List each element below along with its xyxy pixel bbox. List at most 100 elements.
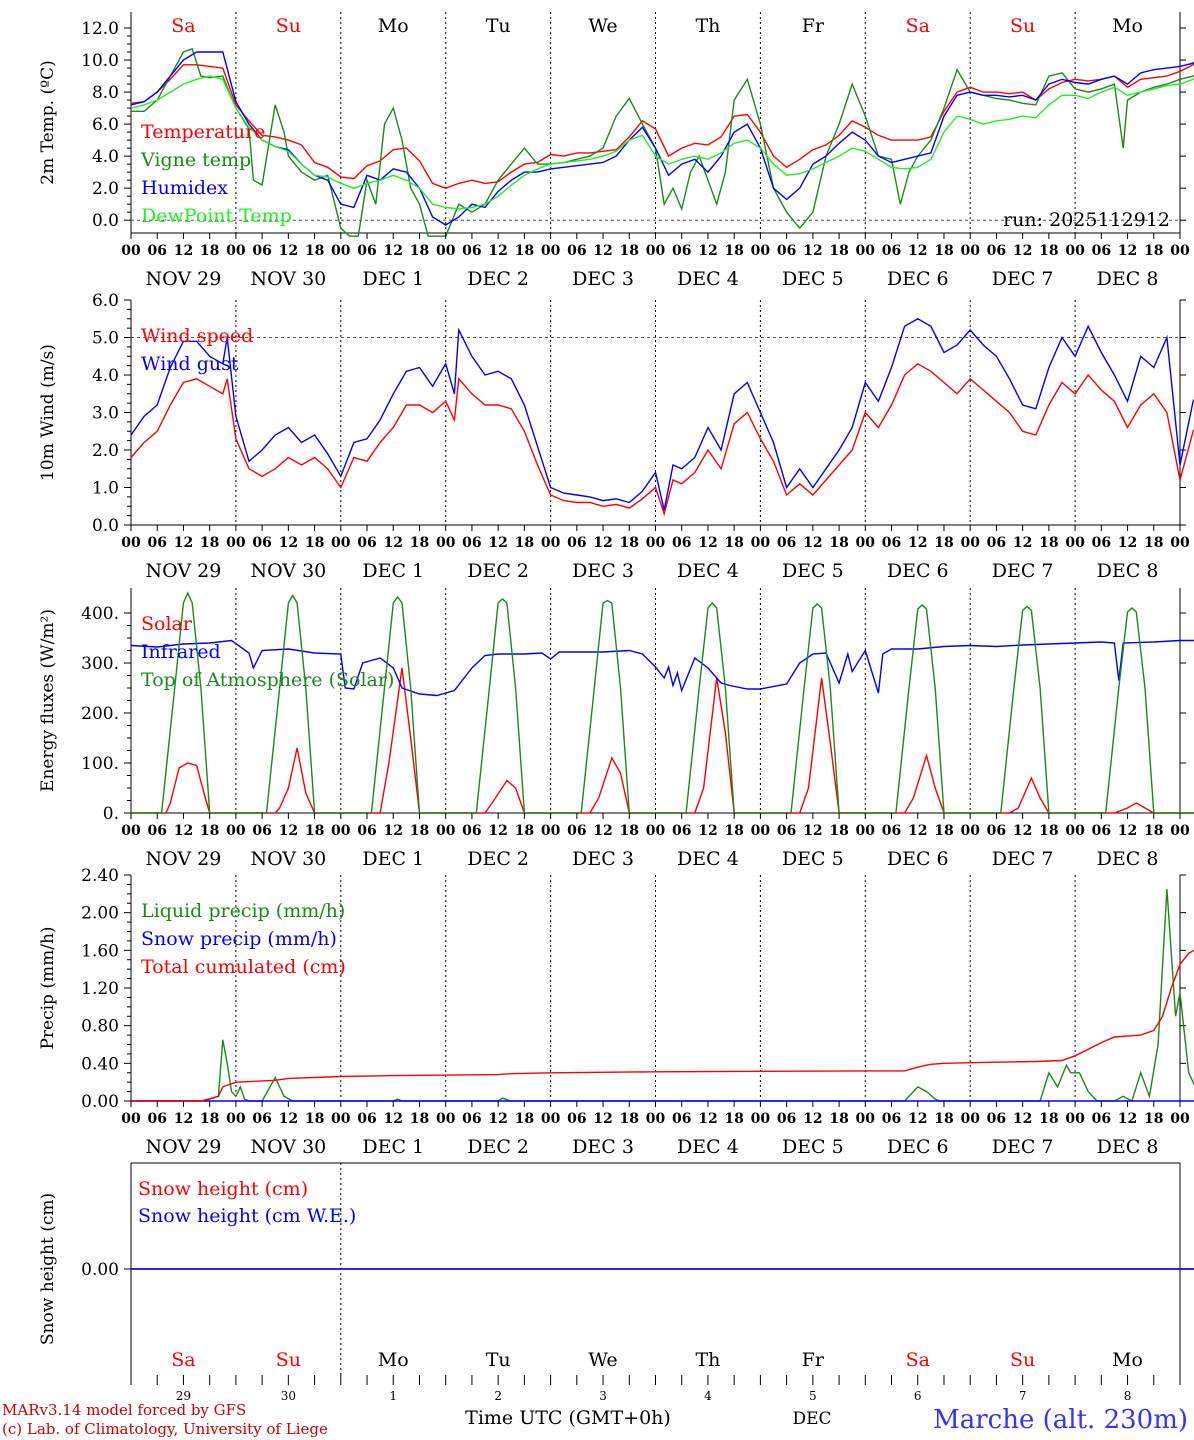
series-line-precip-0 bbox=[131, 889, 1194, 1103]
legend-entry: Infrared bbox=[141, 641, 221, 663]
y-tick-label: 2.40 bbox=[81, 866, 119, 886]
legend-entry: Snow height (cm W.E.) bbox=[138, 1205, 356, 1227]
x-tick-label: 06 bbox=[987, 1111, 1006, 1127]
weekday-label-bottom: Su bbox=[276, 1349, 301, 1371]
x-tick-label: 18 bbox=[515, 823, 534, 839]
x-tick-label: 18 bbox=[305, 243, 324, 259]
day-label: NOV 30 bbox=[250, 848, 326, 870]
day-label: DEC 5 bbox=[782, 268, 844, 290]
x-tick-label: 12 bbox=[803, 535, 822, 551]
day-label: DEC 3 bbox=[572, 268, 634, 290]
x-tick-label: 18 bbox=[515, 243, 534, 259]
location-title: Marche (alt. 230m) bbox=[933, 1405, 1188, 1435]
x-tick-label: 12 bbox=[1118, 243, 1137, 259]
y-tick-label: 1.60 bbox=[81, 941, 119, 961]
weekday-label-top: Su bbox=[276, 15, 301, 37]
x-tick-label: 12 bbox=[1013, 243, 1032, 259]
x-tick-label: 18 bbox=[934, 243, 953, 259]
x-tick-label: 18 bbox=[1039, 243, 1058, 259]
x-tick-label: 06 bbox=[672, 823, 691, 839]
day-label: DEC 1 bbox=[362, 1136, 424, 1158]
x-tick-label: 18 bbox=[1039, 823, 1058, 839]
x-tick-label: 18 bbox=[1144, 823, 1163, 839]
day-number-label: 3 bbox=[599, 1389, 607, 1403]
y-tick-label: 10.0 bbox=[81, 51, 119, 71]
weekday-label-top: Sa bbox=[171, 15, 195, 37]
x-tick-label: 18 bbox=[305, 535, 324, 551]
x-tick-label: 18 bbox=[515, 1111, 534, 1127]
x-tick-label: 06 bbox=[1092, 535, 1111, 551]
y-tick-label: 3.0 bbox=[92, 404, 119, 424]
y-tick-label: 5.0 bbox=[92, 329, 119, 349]
x-tick-label: 18 bbox=[200, 535, 219, 551]
x-tick-label: 12 bbox=[698, 823, 717, 839]
x-tick-label: 12 bbox=[593, 243, 612, 259]
series-line-temp-3 bbox=[130, 75, 1194, 210]
x-tick-label: 18 bbox=[724, 823, 743, 839]
y-tick-label: 0.40 bbox=[81, 1054, 119, 1074]
x-tick-label: 06 bbox=[777, 535, 796, 551]
y-tick-label: 0.00 bbox=[81, 1260, 119, 1280]
x-tick-label: 18 bbox=[200, 823, 219, 839]
y-axis-label: 2m Temp. (ºC) bbox=[38, 60, 58, 185]
series-line-energy-1 bbox=[130, 639, 1194, 697]
day-number-label: 8 bbox=[1124, 1389, 1132, 1403]
x-tick-label: 00 bbox=[1170, 1111, 1190, 1127]
legend-entry: Wind speed bbox=[141, 325, 253, 347]
weekday-label-top: We bbox=[588, 15, 617, 37]
x-tick-label: 18 bbox=[829, 823, 848, 839]
weekday-label-top: Sa bbox=[906, 15, 930, 37]
x-tick-label: 00 bbox=[856, 1111, 876, 1127]
x-tick-label: 00 bbox=[541, 243, 561, 259]
x-tick-label: 00 bbox=[121, 1111, 141, 1127]
x-tick-label: 12 bbox=[174, 243, 193, 259]
y-tick-label: 200. bbox=[81, 704, 119, 724]
x-tick-label: 00 bbox=[121, 823, 141, 839]
x-tick-label: 00 bbox=[1170, 243, 1190, 259]
x-tick-label: 12 bbox=[384, 243, 403, 259]
y-tick-label: 0. bbox=[103, 804, 119, 824]
y-axis-label: 10m Wind (m/s) bbox=[38, 344, 58, 481]
x-tick-label: 06 bbox=[987, 243, 1006, 259]
x-tick-label: 06 bbox=[567, 243, 586, 259]
legend-entry: Humidex bbox=[141, 177, 228, 199]
x-tick-label: 12 bbox=[698, 243, 717, 259]
legend-entry: DewPoint Temp bbox=[141, 205, 292, 227]
x-tick-label: 00 bbox=[331, 1111, 351, 1127]
legend-entry: Wind gust bbox=[141, 353, 239, 375]
legend-entry: Solar bbox=[141, 613, 193, 635]
x-tick-label: 00 bbox=[121, 243, 141, 259]
x-tick-label: 12 bbox=[593, 823, 612, 839]
x-tick-label: 18 bbox=[410, 243, 429, 259]
day-label: DEC 8 bbox=[1097, 848, 1159, 870]
x-tick-label: 18 bbox=[305, 1111, 324, 1127]
series-line-wind-0 bbox=[130, 362, 1194, 517]
x-tick-label: 06 bbox=[882, 535, 901, 551]
x-tick-label: 06 bbox=[147, 243, 166, 259]
day-label: NOV 29 bbox=[146, 1136, 222, 1158]
series-line-temp-1 bbox=[131, 47, 1194, 237]
series-line-wind-1 bbox=[130, 317, 1194, 511]
credit-line-1: MARv3.14 model forced by GFS bbox=[2, 1401, 246, 1419]
x-tick-label: 00 bbox=[960, 1111, 980, 1127]
x-tick-label: 00 bbox=[960, 823, 980, 839]
x-tick-label: 06 bbox=[252, 535, 271, 551]
day-label: DEC 4 bbox=[677, 848, 739, 870]
y-tick-label: 6.0 bbox=[92, 115, 119, 135]
legend-entry: Top of Atmosphere (Solar) bbox=[141, 669, 394, 691]
weekday-label-bottom: Fr bbox=[802, 1349, 825, 1371]
weekday-label-bottom: Mo bbox=[378, 1349, 409, 1371]
x-tick-label: 06 bbox=[777, 823, 796, 839]
x-tick-label: 00 bbox=[646, 243, 666, 259]
x-tick-label: 12 bbox=[803, 1111, 822, 1127]
day-number-label: 2 bbox=[494, 1389, 502, 1403]
x-tick-label: 06 bbox=[567, 535, 586, 551]
y-tick-label: 2.00 bbox=[81, 904, 119, 924]
x-tick-label: 00 bbox=[226, 1111, 246, 1127]
x-tick-label: 12 bbox=[593, 1111, 612, 1127]
y-tick-label: 4.0 bbox=[92, 147, 119, 167]
x-tick-label: 00 bbox=[226, 243, 246, 259]
x-tick-label: 00 bbox=[751, 823, 771, 839]
x-tick-label: 00 bbox=[1065, 823, 1085, 839]
x-tick-label: 06 bbox=[672, 243, 691, 259]
